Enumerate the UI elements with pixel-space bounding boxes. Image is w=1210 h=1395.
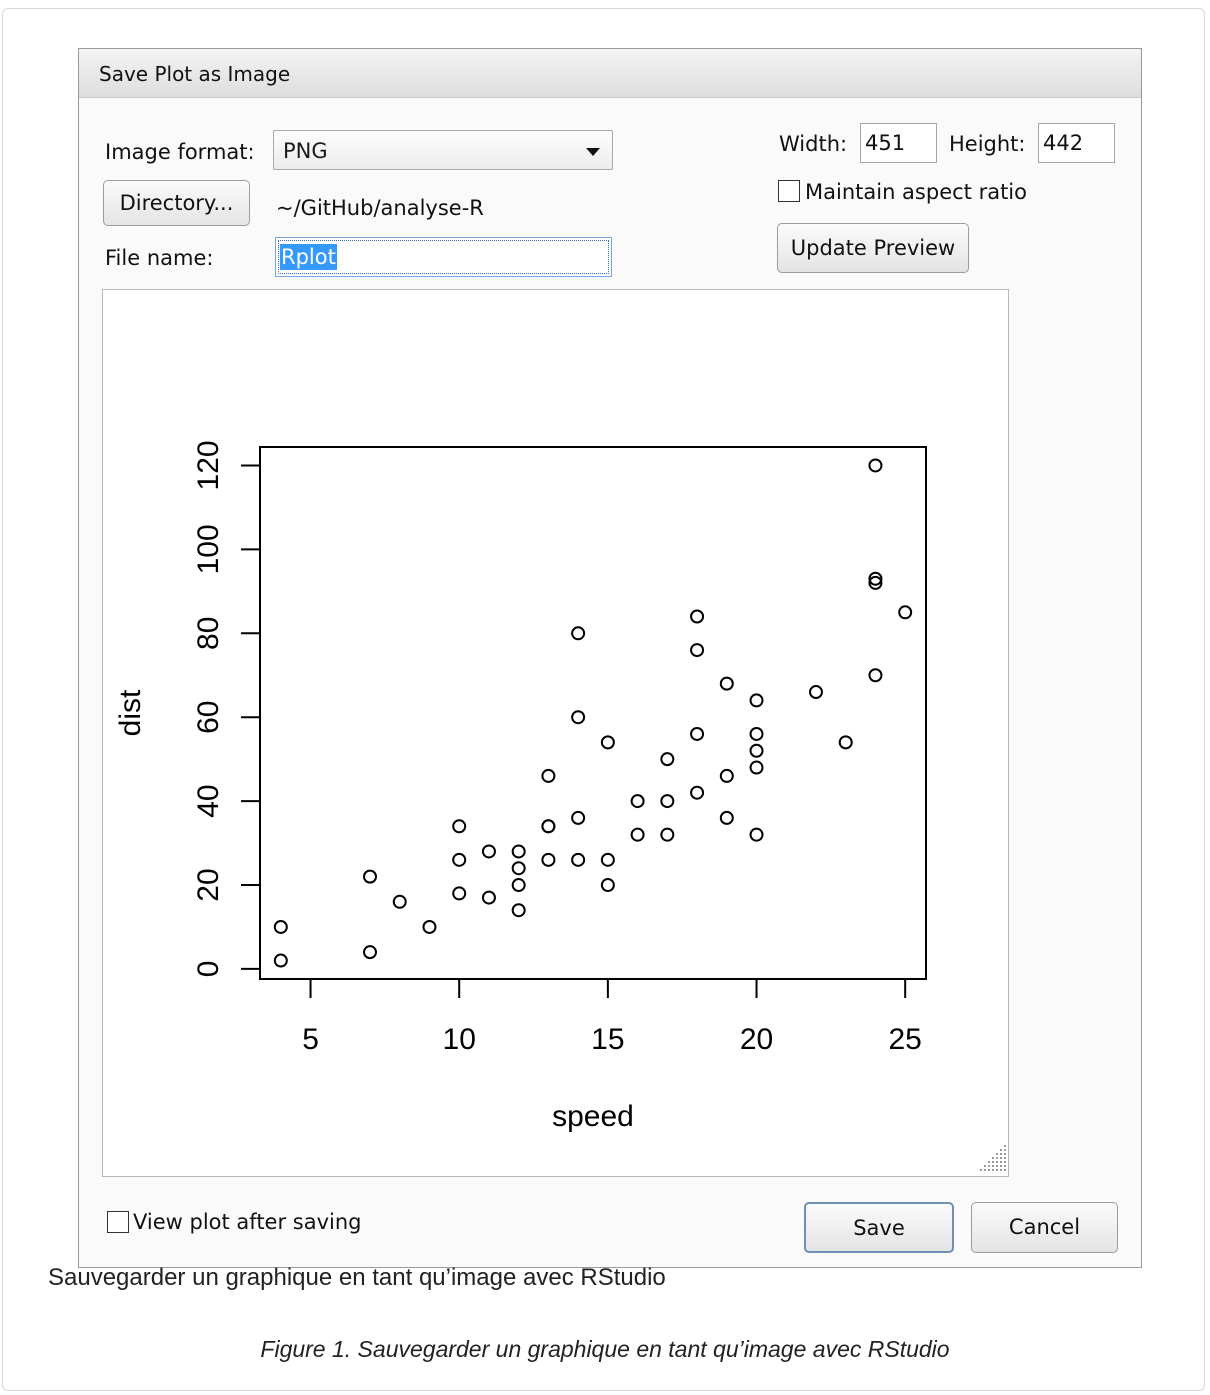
data-point [719, 676, 734, 691]
x-tick-label: 20 [740, 1023, 773, 1056]
data-point [363, 945, 378, 960]
maintain-aspect-label: Maintain aspect ratio [805, 180, 1027, 204]
x-tick-label: 25 [889, 1023, 922, 1056]
cancel-button[interactable]: Cancel [971, 1202, 1118, 1253]
data-point [749, 760, 764, 775]
scatter-plot: 5 10 15 20 25 0 20 40 60 80 100 120 speed dist [114, 440, 927, 1133]
x-tick-label: 15 [591, 1023, 624, 1056]
width-label: Width: [779, 132, 848, 156]
y-tick-label: 0 [192, 961, 225, 978]
data-point [719, 768, 734, 783]
resize-grip-icon[interactable] [974, 1139, 1010, 1175]
plot-preview: 5 10 15 20 25 0 20 40 60 80 100 120 speed dist [102, 289, 1009, 1177]
data-point [541, 768, 556, 783]
data-point [452, 886, 467, 901]
x-tick-label: 5 [302, 1023, 319, 1056]
data-point [422, 919, 437, 934]
x-axis-label: speed [552, 1100, 634, 1133]
data-point [749, 693, 764, 708]
data-point [690, 726, 705, 741]
data-point [690, 785, 705, 800]
data-point [481, 890, 496, 905]
image-caption: Sauvegarder un graphique en tant qu’imag… [48, 1264, 666, 1291]
data-point [452, 819, 467, 834]
data-point [392, 894, 407, 909]
plot-box [259, 446, 927, 980]
data-point [571, 852, 586, 867]
file-name-value: Rplot [280, 244, 337, 270]
data-point [511, 861, 526, 876]
data-point [868, 571, 883, 586]
view-after-saving-checkbox[interactable] [107, 1211, 129, 1233]
image-format-value: PNG [283, 139, 328, 163]
data-point [511, 844, 526, 859]
data-point [660, 752, 675, 767]
x-tick-label: 10 [443, 1023, 476, 1056]
data-point [600, 852, 615, 867]
width-input[interactable]: 451 [860, 123, 937, 163]
data-point [868, 575, 883, 590]
chevron-down-icon [586, 148, 600, 156]
data-point [719, 810, 734, 825]
data-point [452, 852, 467, 867]
data-point [600, 735, 615, 750]
data-point [481, 844, 496, 859]
data-point [898, 605, 913, 620]
x-axis: 5 10 15 20 25 [302, 978, 922, 1056]
data-point [868, 668, 883, 683]
data-point [273, 919, 288, 934]
y-tick-label: 100 [192, 524, 225, 574]
file-name-label: File name: [105, 246, 214, 270]
data-point [749, 743, 764, 758]
data-point [749, 726, 764, 741]
image-format-select[interactable]: PNG [273, 130, 613, 170]
data-point [868, 458, 883, 473]
y-tick-label: 40 [192, 784, 225, 817]
data-points [273, 458, 913, 968]
data-point [571, 626, 586, 641]
data-point [541, 852, 556, 867]
data-point [511, 878, 526, 893]
y-tick-label: 60 [192, 701, 225, 734]
data-point [571, 810, 586, 825]
dialog-title: Save Plot as Image [99, 62, 291, 86]
save-plot-dialog: Save Plot as Image Image format: PNG Dir… [78, 48, 1142, 1268]
view-after-saving-label: View plot after saving [133, 1210, 362, 1234]
directory-path: ~/GitHub/analyse-R [276, 196, 484, 220]
data-point [630, 794, 645, 809]
directory-button[interactable]: Directory... [103, 180, 250, 226]
y-tick-label: 20 [192, 868, 225, 901]
update-preview-button[interactable]: Update Preview [777, 223, 969, 273]
data-point [273, 953, 288, 968]
image-format-label: Image format: [105, 140, 255, 164]
save-button[interactable]: Save [804, 1202, 954, 1253]
data-point [838, 735, 853, 750]
data-point [749, 827, 764, 842]
data-point [660, 794, 675, 809]
data-point [690, 643, 705, 658]
figure-caption: Figure 1. Sauvegarder un graphique en ta… [260, 1336, 950, 1362]
height-label: Height: [949, 132, 1026, 156]
dialog-titlebar: Save Plot as Image [79, 49, 1141, 98]
y-tick-label: 120 [192, 440, 225, 490]
data-point [511, 903, 526, 918]
y-axis: 0 20 40 60 80 100 120 [192, 440, 261, 978]
data-point [808, 685, 823, 700]
page-frame [2, 8, 1205, 1391]
y-axis-label: dist [114, 689, 147, 736]
data-point [630, 827, 645, 842]
file-name-input[interactable]: Rplot [275, 237, 612, 277]
y-tick-label: 80 [192, 617, 225, 650]
height-input[interactable]: 442 [1038, 123, 1115, 163]
data-point [600, 878, 615, 893]
maintain-aspect-checkbox[interactable] [778, 180, 800, 202]
data-point [660, 827, 675, 842]
data-point [690, 609, 705, 624]
data-point [571, 710, 586, 725]
data-point [363, 869, 378, 884]
data-point [541, 819, 556, 834]
